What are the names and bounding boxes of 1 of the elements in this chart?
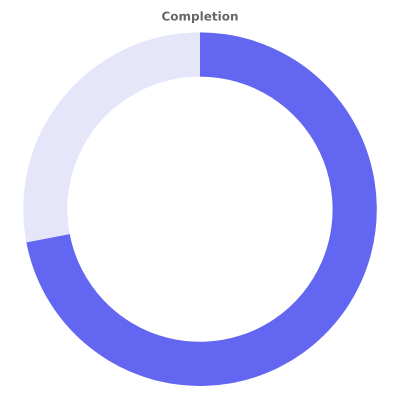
- chart-title: Completion: [161, 9, 239, 24]
